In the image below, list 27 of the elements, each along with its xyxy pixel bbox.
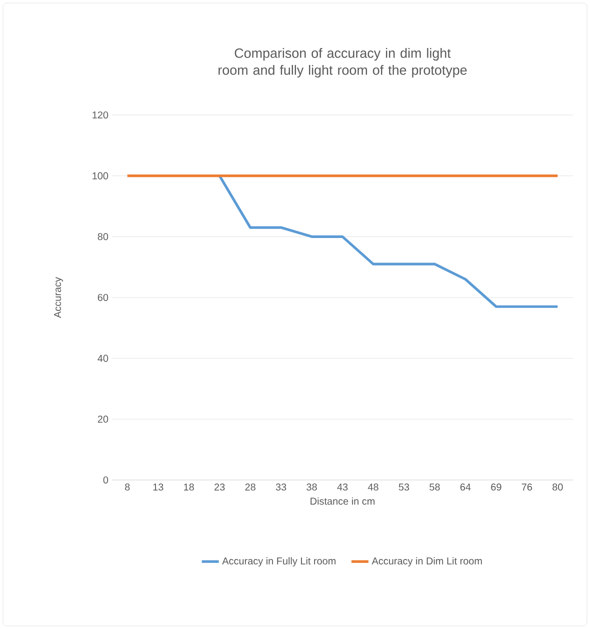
y-tick-label: 40: [98, 354, 108, 362]
y-tick-label: 60: [98, 294, 108, 302]
x-tick-label: 58: [430, 484, 440, 491]
legend-label: Accuracy in Dim Lit room: [372, 557, 482, 566]
x-tick-label: 48: [368, 484, 378, 491]
y-tick-label: 80: [98, 233, 108, 240]
x-tick-label: 43: [337, 484, 348, 491]
x-tick-label: 13: [153, 484, 164, 491]
x-tick-label: 18: [184, 484, 194, 491]
x-tick-label: 53: [398, 484, 410, 491]
x-tick-label: 33: [276, 484, 286, 491]
x-tick-label: 64: [460, 484, 471, 491]
x-tick-label: 23: [214, 484, 225, 491]
y-tick-label: 120: [92, 111, 108, 119]
x-tick-label: 76: [522, 484, 532, 491]
x-tick-label: 38: [306, 484, 317, 491]
y-tick-label: 20: [98, 416, 108, 423]
y-tick-label: 0: [103, 476, 108, 484]
x-tick-label: 80: [552, 484, 563, 491]
y-axis-title: Accuracy: [54, 277, 64, 318]
chart-title: Comparison of accuracy in dim light room and fully light room of the prototype: [218, 48, 467, 78]
x-tick-label: 28: [245, 484, 256, 491]
x-tick-label: 69: [491, 484, 502, 491]
x-tick-label: 8: [125, 484, 130, 491]
legend-label: Accuracy in Fully Lit room: [222, 557, 336, 566]
x-axis-title: Distance in cm: [310, 497, 374, 505]
y-tick-label: 100: [92, 172, 108, 180]
